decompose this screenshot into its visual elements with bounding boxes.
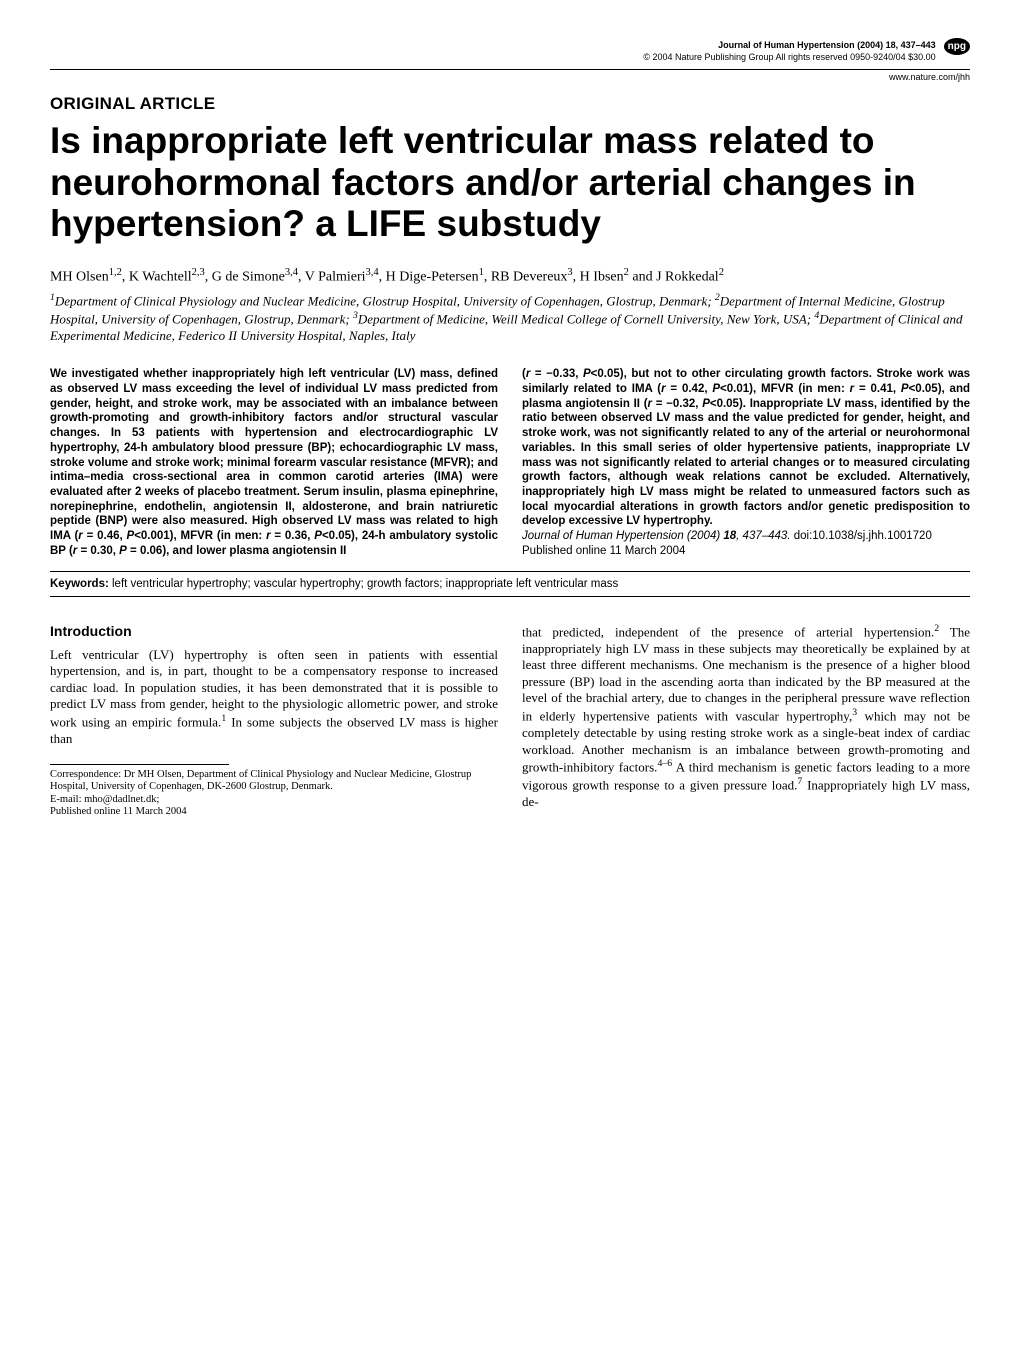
correspondence-rule <box>50 764 229 765</box>
intro-right-text: that predicted, independent of the prese… <box>522 623 970 811</box>
body-left-col: Introduction Left ventricular (LV) hyper… <box>50 623 498 819</box>
keywords-label: Keywords: <box>50 578 109 590</box>
abstract-journal-ref: Journal of Human Hypertension <box>522 530 684 542</box>
keywords: Keywords: left ventricular hypertrophy; … <box>50 572 970 596</box>
npg-logo: npg <box>944 38 970 55</box>
abstract: We investigated whether inappropriately … <box>50 367 970 558</box>
abstract-right-col: (r = −0.33, P<0.05), but not to other ci… <box>522 367 970 558</box>
abstract-ref-tail: (2004) 18, 437–443. <box>684 530 791 542</box>
authors: MH Olsen1,2, K Wachtell2,3, G de Simone3… <box>50 266 970 288</box>
body-right-col: that predicted, independent of the prese… <box>522 623 970 819</box>
correspondence-email: E-mail: mho@dadlnet.dk; <box>50 794 159 805</box>
journal-copyright: © 2004 Nature Publishing Group All right… <box>50 52 970 64</box>
journal-title-line: Journal of Human Hypertension (2004) 18,… <box>50 40 970 52</box>
keywords-rule-bot <box>50 596 970 597</box>
abstract-right-text: (r = −0.33, P<0.05), but not to other ci… <box>522 368 970 527</box>
affiliations: 1Department of Clinical Physiology and N… <box>50 292 970 345</box>
correspondence-pub: Published online 11 March 2004 <box>50 806 187 817</box>
keywords-text: left ventricular hypertrophy; vascular h… <box>109 578 618 590</box>
section-heading-introduction: Introduction <box>50 623 498 641</box>
body-columns: Introduction Left ventricular (LV) hyper… <box>50 623 970 819</box>
journal-url: www.nature.com/jhh <box>889 72 970 82</box>
journal-header: Journal of Human Hypertension (2004) 18,… <box>50 40 970 63</box>
abstract-left-col: We investigated whether inappropriately … <box>50 367 498 558</box>
correspondence-line1: Correspondence: Dr MH Olsen, Department … <box>50 769 471 793</box>
correspondence: Correspondence: Dr MH Olsen, Department … <box>50 769 498 819</box>
header-rule <box>50 69 970 70</box>
abstract-doi: doi:10.1038/sj.jhh.1001720 <box>794 530 932 542</box>
abstract-pub-online: Published online 11 March 2004 <box>522 545 685 557</box>
article-type: ORIGINAL ARTICLE <box>50 94 970 114</box>
article-title: Is inappropriate left ventricular mass r… <box>50 120 970 244</box>
intro-left-text: Left ventricular (LV) hypertrophy is oft… <box>50 647 498 748</box>
